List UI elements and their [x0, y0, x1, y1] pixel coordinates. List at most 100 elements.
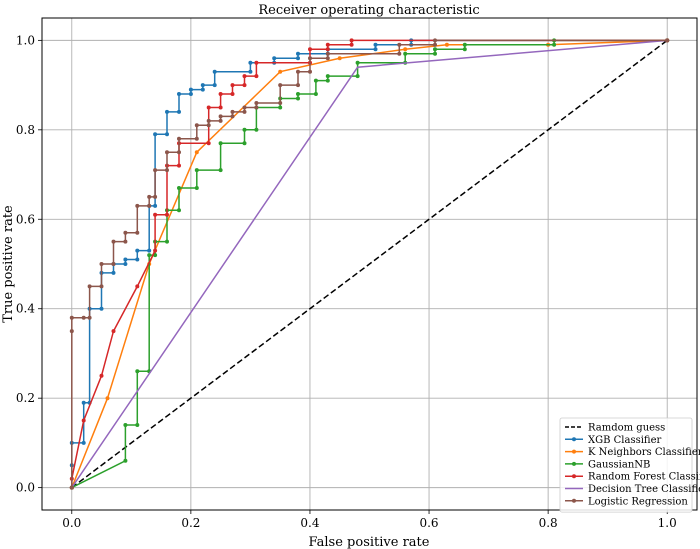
data-point: [397, 42, 402, 47]
data-point: [296, 92, 300, 96]
data-point: [248, 69, 253, 74]
data-point: [254, 74, 259, 79]
legend-label: XGB Classifier: [588, 435, 661, 446]
data-point: [278, 69, 283, 74]
series-ramdom-guess: [71, 39, 668, 489]
data-point: [69, 329, 74, 334]
data-point: [194, 123, 199, 128]
data-point: [337, 56, 342, 61]
data-point: [135, 423, 140, 427]
data-point: [188, 87, 193, 92]
y-axis-label: True positive rate: [1, 205, 16, 323]
legend-item: Decision Tree Classifier: [565, 484, 700, 495]
x-tick-label: 0.8: [539, 516, 558, 530]
data-point: [444, 42, 449, 47]
legend-marker: [572, 449, 576, 454]
data-point: [177, 163, 181, 168]
data-point: [433, 51, 437, 56]
data-point: [349, 42, 354, 47]
data-point: [81, 418, 86, 423]
data-point: [242, 105, 247, 110]
y-tick-label: 0.8: [16, 123, 35, 137]
data-point: [313, 92, 318, 96]
data-point: [165, 132, 169, 137]
data-point: [230, 114, 235, 119]
data-point: [242, 109, 247, 114]
legend-label: Decision Tree Classifier: [588, 484, 700, 495]
series-line-decision-tree-classifier: [71, 39, 668, 489]
data-point: [433, 47, 437, 52]
x-tick-label: 0.0: [62, 516, 81, 530]
data-point: [230, 109, 235, 114]
data-point: [308, 69, 312, 74]
data-point: [194, 168, 199, 173]
data-point: [99, 373, 104, 378]
x-tick-label: 0.6: [419, 516, 438, 530]
legend-label: Logistic Regression: [588, 496, 688, 507]
data-point: [194, 150, 199, 155]
data-point: [218, 114, 223, 119]
data-point: [194, 136, 199, 141]
data-point: [349, 38, 354, 43]
data-point: [325, 78, 330, 83]
x-axis-label: False positive rate: [309, 535, 430, 549]
legend-item: K Neighbors Classifier: [565, 447, 700, 458]
data-point: [296, 69, 300, 74]
data-point: [665, 38, 670, 43]
data-point: [296, 96, 300, 101]
data-point: [165, 109, 169, 114]
data-point: [278, 101, 283, 105]
data-point: [111, 239, 116, 244]
data-point: [177, 186, 181, 190]
series-line-ramdom-guess: [71, 39, 668, 489]
data-point: [433, 38, 437, 43]
data-point: [462, 47, 467, 52]
data-point: [242, 127, 247, 132]
x-tick-label: 1.0: [658, 516, 677, 530]
data-point: [254, 60, 259, 65]
legend-label: Random Forest Classifier: [588, 472, 700, 483]
data-point: [218, 105, 223, 110]
data-point: [230, 83, 235, 88]
data-point: [87, 315, 92, 320]
legend-item: Random Forest Classifier: [565, 472, 700, 483]
data-point: [123, 239, 128, 244]
data-point: [165, 212, 169, 217]
data-point: [403, 47, 408, 52]
data-point: [206, 123, 211, 128]
data-point: [218, 168, 223, 173]
data-point: [105, 396, 110, 401]
data-point: [206, 105, 211, 110]
data-point: [81, 315, 86, 320]
data-point: [218, 118, 223, 123]
data-point: [99, 306, 104, 311]
data-point: [272, 56, 277, 61]
data-point: [278, 83, 283, 88]
data-point: [230, 92, 235, 96]
plot-series: [69, 38, 670, 490]
legend-item: Logistic Regression: [565, 496, 688, 507]
data-point: [325, 51, 330, 56]
legend-label: K Neighbors Classifier: [588, 447, 700, 458]
data-point: [99, 262, 104, 266]
plot-frame: [41, 17, 698, 511]
y-tick-label: 0.4: [16, 302, 35, 316]
data-point: [206, 141, 211, 146]
y-tick-label: 0.0: [16, 481, 35, 495]
data-point: [165, 168, 169, 173]
data-point: [81, 400, 86, 405]
data-point: [135, 284, 140, 289]
data-point: [296, 56, 300, 61]
data-point: [248, 60, 253, 65]
data-point: [165, 239, 169, 244]
data-point: [242, 83, 247, 88]
legend-marker: [572, 461, 576, 466]
legend-marker: [572, 498, 576, 503]
legend-marker: [572, 437, 576, 442]
data-point: [153, 194, 158, 199]
data-point: [254, 127, 259, 132]
data-point: [153, 248, 158, 253]
data-point: [373, 42, 378, 47]
data-point: [373, 47, 378, 52]
data-point: [135, 248, 140, 253]
